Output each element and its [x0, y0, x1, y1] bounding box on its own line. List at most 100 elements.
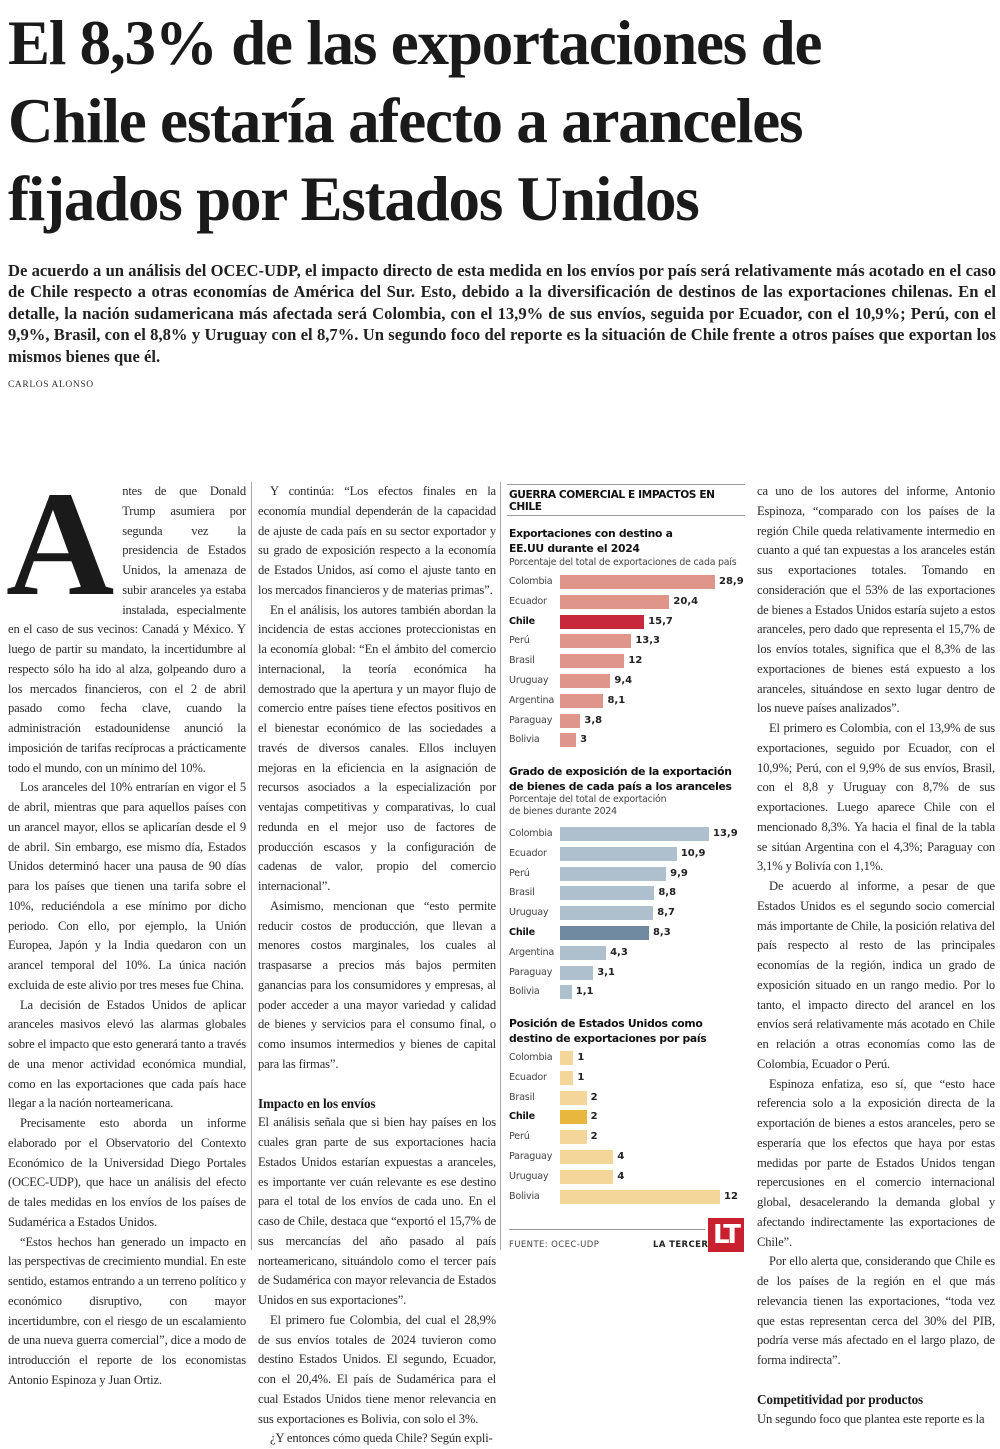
- bar-value-label: 4: [617, 1151, 625, 1162]
- bar-row: Bolivia 1,1: [503, 984, 745, 1004]
- bar: [560, 654, 625, 669]
- bar-value-label: 8,1: [607, 694, 626, 706]
- bar: [560, 1130, 587, 1145]
- la-tercera-logo: LT: [708, 1218, 744, 1252]
- bar-value-label: 9,4: [614, 675, 633, 686]
- bar: [560, 693, 604, 708]
- headline: El 8,3% de las exportaciones de Chile es…: [8, 4, 998, 238]
- paragraph: El primero fue Colombia, del cual el 28,…: [258, 1312, 496, 1426]
- bar-row: Bolivia 12: [503, 1189, 745, 1209]
- bar-row: Uruguay 9,4: [503, 673, 745, 693]
- bar-row: Argentina 8,1: [503, 693, 745, 713]
- chart-title: Exportaciones con destino a EE.UU durant…: [509, 527, 673, 555]
- bar-row: Colombia 1: [503, 1050, 745, 1070]
- bar-row: Brasil 12: [503, 653, 745, 673]
- bar-row: Ecuador 1: [503, 1070, 745, 1090]
- bar-row: Colombia 13,9: [503, 826, 745, 846]
- paragraph: De acuerdo al informe, a pesar de que Es…: [757, 879, 995, 1071]
- bar-value-label: 28,9: [719, 576, 744, 587]
- bar: [560, 1169, 614, 1184]
- bar-value-label: 10,9: [680, 847, 706, 859]
- bar: [560, 926, 649, 940]
- bar-row: Uruguay 4: [503, 1169, 745, 1189]
- bar: [560, 846, 677, 861]
- bar-label: Perú: [509, 867, 530, 879]
- paragraph: Los aranceles del 10% entrarían en vigor…: [8, 780, 246, 992]
- paragraph: La decisión de Estados Unidos de aplicar…: [8, 997, 246, 1111]
- column-divider: [500, 482, 501, 1250]
- bar-value-label: 1: [577, 1052, 585, 1063]
- bar-row: Chile 2: [503, 1109, 745, 1129]
- bar-row: Perú 9,9: [503, 866, 745, 886]
- chart-subtitle: Porcentaje del total de exportación de b…: [509, 794, 667, 817]
- bar-value-label: 2: [590, 1091, 598, 1103]
- bar-label: Uruguay: [509, 907, 549, 919]
- bar: [560, 945, 607, 960]
- bar-value-label: 13,9: [713, 828, 738, 839]
- bar-label: Paraguay: [509, 714, 553, 726]
- bar: [560, 906, 654, 921]
- bar-label: Ecuador: [509, 595, 547, 607]
- bar-label: Colombia: [509, 576, 553, 587]
- bar-label: Ecuador: [509, 1071, 547, 1083]
- bar-value-label: 13,3: [635, 635, 661, 647]
- byline: CARLOS ALONSO: [8, 380, 94, 390]
- paragraph: “Estos hechos han generado un impacto en…: [8, 1234, 246, 1387]
- bar-row: Uruguay 8,7: [503, 905, 745, 925]
- bar-label: Uruguay: [509, 675, 549, 686]
- bar-row: Paraguay 3,8: [503, 713, 745, 733]
- drop-cap: A: [6, 461, 115, 627]
- bar-label: Chile: [509, 927, 535, 938]
- bar: [560, 985, 572, 1000]
- bar-label: Argentina: [509, 946, 554, 958]
- headline-line: El 8,3% de las exportaciones de: [8, 8, 822, 78]
- paragraph: El análisis señala que si bien hay paíse…: [258, 1115, 496, 1307]
- bar: [560, 674, 611, 688]
- bar-label: Colombia: [509, 1052, 553, 1063]
- column-divider: [251, 482, 252, 1250]
- bar: [560, 594, 670, 609]
- bar-label: Chile: [509, 615, 535, 627]
- bar: [560, 965, 594, 980]
- bar-row: Paraguay 4: [503, 1149, 745, 1169]
- bar-value-label: 8,3: [652, 927, 671, 938]
- lede: De acuerdo a un análisis del OCEC-UDP, e…: [8, 261, 996, 366]
- bar-label: Bolivia: [509, 986, 540, 998]
- paragraph: Precisamente esto aborda un informe elab…: [8, 1116, 246, 1229]
- bar: [560, 1051, 574, 1065]
- article-column-4: ca uno de los autores del informe, Anton…: [757, 482, 995, 1429]
- bar-row: Ecuador 20,4: [503, 594, 745, 614]
- bar: [560, 866, 667, 881]
- bar: [560, 614, 645, 629]
- bar-label: Paraguay: [509, 1151, 553, 1162]
- bar-row: Perú 2: [503, 1129, 745, 1149]
- paragraph: Y continúa: “Los efectos finales en la e…: [258, 484, 496, 597]
- paragraph: ¿Y entonces cómo queda Chile? Según expl…: [270, 1431, 493, 1446]
- bar-value-label: 15,7: [648, 615, 673, 627]
- bar-label: Chile: [509, 1111, 535, 1123]
- bar: [560, 713, 581, 728]
- bar-label: Brasil: [509, 655, 535, 667]
- bar: [560, 1189, 720, 1204]
- divider: [507, 515, 745, 516]
- bar-value-label: 9,9: [670, 867, 688, 879]
- bar: [560, 886, 655, 901]
- chart-title: Grado de exposición de la exportación de…: [509, 765, 732, 793]
- source-note: FUENTE: OCEC-UDP: [509, 1240, 600, 1250]
- headline-line: fijados por Estados Unidos: [8, 164, 700, 234]
- subheading: Competitividad por productos: [757, 1391, 924, 1407]
- bar-label: Argentina: [509, 694, 554, 706]
- bar-value-label: 12: [724, 1190, 738, 1202]
- article-column-2: Y continúa: “Los efectos finales en la e…: [258, 482, 496, 1449]
- bar-value-label: 2: [590, 1131, 598, 1143]
- bar-row: Perú 13,3: [503, 633, 745, 653]
- infographic-panel: GUERRA COMERCIAL E IMPACTOS EN CHILE Exp…: [503, 480, 745, 1255]
- bar-row: Ecuador 10,9: [503, 846, 745, 866]
- bar-label: Brasil: [509, 887, 535, 899]
- bar: [560, 634, 632, 649]
- chart-title: Posición de Estados Unidos como destino …: [509, 1017, 707, 1045]
- bar-value-label: 4: [617, 1170, 625, 1182]
- bar-row: Brasil 2: [503, 1090, 745, 1110]
